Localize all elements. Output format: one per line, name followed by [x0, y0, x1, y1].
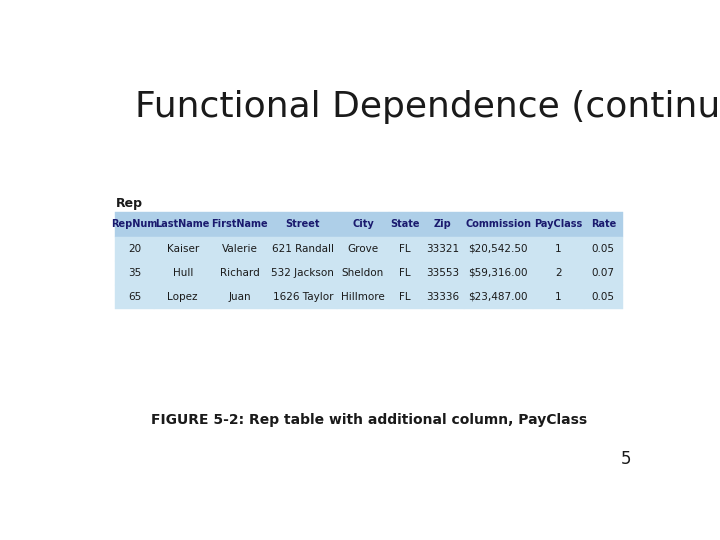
Text: City: City	[352, 219, 374, 230]
Bar	[115, 212, 154, 237]
Bar	[389, 237, 422, 261]
Text: 33336: 33336	[426, 292, 459, 302]
Text: FL: FL	[400, 268, 411, 278]
Bar	[269, 285, 338, 309]
Bar	[269, 237, 338, 261]
Text: Richard: Richard	[220, 268, 260, 278]
Text: $23,487.00: $23,487.00	[469, 292, 528, 302]
Text: $20,542.50: $20,542.50	[469, 244, 528, 254]
Text: Valerie: Valerie	[222, 244, 258, 254]
Text: Juan: Juan	[228, 292, 251, 302]
Bar	[269, 212, 338, 237]
Bar	[389, 212, 422, 237]
Bar	[464, 237, 533, 261]
Text: 33321: 33321	[426, 244, 459, 254]
Bar	[389, 261, 422, 285]
Bar	[533, 237, 584, 261]
Text: Lopez: Lopez	[168, 292, 198, 302]
Text: FIGURE 5-2: Rep table with additional column, PayClass: FIGURE 5-2: Rep table with additional co…	[151, 413, 587, 427]
Text: Hull: Hull	[173, 268, 193, 278]
Bar	[533, 212, 584, 237]
Text: 35: 35	[128, 268, 141, 278]
Bar	[269, 261, 338, 285]
Text: 621 Randall: 621 Randall	[272, 244, 334, 254]
Bar	[338, 212, 389, 237]
Bar	[338, 261, 389, 285]
Text: FL: FL	[400, 292, 411, 302]
Text: 1: 1	[555, 292, 562, 302]
Text: Rep: Rep	[116, 197, 143, 210]
Text: Zip: Zip	[433, 219, 451, 230]
Bar	[211, 285, 269, 309]
Text: PayClass: PayClass	[534, 219, 582, 230]
Bar	[211, 237, 269, 261]
Text: Commission: Commission	[465, 219, 531, 230]
Text: 0.07: 0.07	[592, 268, 615, 278]
Text: $59,316.00: $59,316.00	[469, 268, 528, 278]
Bar	[115, 261, 154, 285]
Text: 1626 Taylor: 1626 Taylor	[273, 292, 333, 302]
Bar	[584, 237, 623, 261]
Bar	[154, 261, 211, 285]
Text: State: State	[390, 219, 420, 230]
Text: 532 Jackson: 532 Jackson	[271, 268, 334, 278]
Text: Hillmore: Hillmore	[341, 292, 385, 302]
Bar	[211, 261, 269, 285]
Text: 0.05: 0.05	[592, 244, 615, 254]
Text: Rate: Rate	[590, 219, 616, 230]
Bar	[422, 261, 464, 285]
Bar	[584, 212, 623, 237]
Bar	[464, 285, 533, 309]
Bar	[464, 212, 533, 237]
Text: FL: FL	[400, 244, 411, 254]
Bar	[338, 285, 389, 309]
Bar	[154, 285, 211, 309]
Text: 33553: 33553	[426, 268, 459, 278]
Bar	[533, 261, 584, 285]
Text: 0.05: 0.05	[592, 292, 615, 302]
Bar	[584, 261, 623, 285]
Bar	[533, 285, 584, 309]
Bar	[338, 237, 389, 261]
Text: 65: 65	[128, 292, 141, 302]
Text: 1: 1	[555, 244, 562, 254]
Bar	[211, 212, 269, 237]
Bar	[422, 285, 464, 309]
Bar	[154, 212, 211, 237]
Text: 2: 2	[555, 268, 562, 278]
Text: LastName: LastName	[156, 219, 210, 230]
Bar	[422, 237, 464, 261]
Text: Kaiser: Kaiser	[166, 244, 199, 254]
Text: FirstName: FirstName	[212, 219, 268, 230]
Bar	[422, 212, 464, 237]
Bar	[154, 237, 211, 261]
Bar	[464, 261, 533, 285]
Text: Street: Street	[286, 219, 320, 230]
Bar	[115, 237, 154, 261]
Bar	[584, 285, 623, 309]
Bar	[115, 285, 154, 309]
Text: Grove: Grove	[348, 244, 379, 254]
Bar	[389, 285, 422, 309]
Text: 5: 5	[621, 450, 631, 468]
Text: Functional Dependence (continued): Functional Dependence (continued)	[135, 90, 720, 124]
Text: RepNum: RepNum	[112, 219, 158, 230]
Text: 20: 20	[128, 244, 141, 254]
Text: Sheldon: Sheldon	[342, 268, 384, 278]
